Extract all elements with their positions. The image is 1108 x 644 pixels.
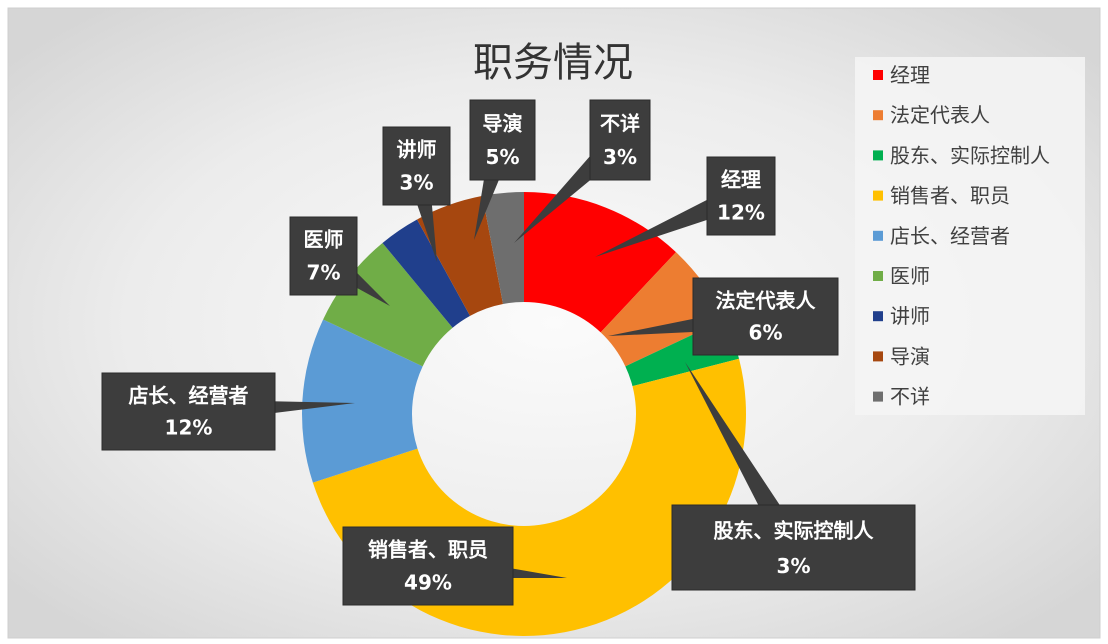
data-label-0: 经理 12% xyxy=(595,156,776,257)
legend-item: 医师 xyxy=(873,264,930,288)
legend-label: 法定代表人 xyxy=(890,103,990,127)
label-unit: % xyxy=(762,321,782,345)
label-unit: % xyxy=(790,554,810,578)
legend-label: 销售者、职员 xyxy=(890,184,1010,208)
data-label-2: 股东、实际控制人 3% xyxy=(671,362,916,591)
chart-title: 职务情况 xyxy=(473,40,633,86)
legend-item: 经理 xyxy=(873,63,930,87)
donut-slice-8 xyxy=(482,192,524,304)
data-label-1: 法定代表人 6% xyxy=(608,277,839,356)
legend-label: 不详 xyxy=(890,385,930,409)
label-percent: 12% xyxy=(165,416,213,440)
legend-marker xyxy=(873,110,883,121)
data-label-6: 讲师 3% xyxy=(382,126,451,262)
donut-slice-7 xyxy=(417,195,504,316)
legend-item: 店长、经营者 xyxy=(873,224,1010,248)
label-value: 3 xyxy=(777,554,791,578)
label-unit: % xyxy=(192,416,212,440)
label-category: 股东、实际控制人 xyxy=(714,518,875,542)
label-unit: % xyxy=(617,145,637,169)
data-label-5: 医师 7% xyxy=(289,216,390,306)
label-unit: % xyxy=(320,260,340,284)
data-label-3: 销售者、职员 49% xyxy=(342,526,567,606)
data-labels: 经理 12% 法定代表人 6% 股东、实际控制人 3% 销售者、职员 49% 店长、经营者 12%… xyxy=(101,99,916,606)
label-category: 导演 xyxy=(483,111,523,135)
legend-marker xyxy=(873,271,883,281)
label-percent: 3% xyxy=(777,554,811,578)
label-value: 7 xyxy=(307,260,321,284)
label-unit: % xyxy=(499,145,519,169)
label-box xyxy=(589,99,651,181)
legend-item: 股东、实际控制人 xyxy=(873,143,1050,167)
legend-item: 法定代表人 xyxy=(873,103,990,127)
label-percent: 3% xyxy=(603,145,637,169)
data-label-4: 店长、经营者 12% xyxy=(101,372,355,451)
legend-label: 导演 xyxy=(890,344,930,368)
legend-marker xyxy=(873,150,883,161)
label-percent: 49% xyxy=(404,570,452,594)
label-box xyxy=(706,156,776,236)
label-unit: % xyxy=(432,570,452,594)
label-category: 店长、经营者 xyxy=(129,383,249,407)
donut-slice-4 xyxy=(302,319,423,483)
legend-item: 讲师 xyxy=(873,304,930,328)
legend-box xyxy=(855,57,1085,415)
label-category: 讲师 xyxy=(397,138,437,162)
label-box xyxy=(382,126,451,206)
label-value: 5 xyxy=(486,145,500,169)
label-category: 法定代表人 xyxy=(716,288,817,312)
label-category: 不详 xyxy=(600,111,640,135)
label-box xyxy=(469,99,536,181)
label-percent: 5% xyxy=(486,145,520,169)
donut-slice-0 xyxy=(524,192,676,333)
label-percent: 6% xyxy=(749,321,783,345)
label-box xyxy=(101,372,276,451)
label-value: 49 xyxy=(404,570,432,594)
donut-slices xyxy=(302,192,746,636)
label-value: 12 xyxy=(165,416,193,440)
label-percent: 3% xyxy=(400,170,434,194)
legend-marker xyxy=(873,190,883,201)
label-box xyxy=(342,526,514,606)
legend-marker xyxy=(873,311,883,322)
legend-marker xyxy=(873,230,883,241)
data-label-7: 导演 5% xyxy=(469,99,536,240)
label-percent: 12% xyxy=(717,200,765,224)
label-unit: % xyxy=(745,200,765,224)
label-category: 销售者、职员 xyxy=(368,538,488,562)
legend-label: 店长、经营者 xyxy=(890,224,1010,248)
label-value: 3 xyxy=(603,145,617,169)
label-category: 经理 xyxy=(721,168,761,192)
label-box xyxy=(289,216,358,296)
donut-slice-6 xyxy=(382,219,471,328)
label-value: 3 xyxy=(400,170,414,194)
legend-label: 讲师 xyxy=(890,304,930,328)
legend-label: 经理 xyxy=(890,63,930,87)
legend-item: 导演 xyxy=(873,344,930,368)
label-unit: % xyxy=(413,170,433,194)
label-value: 12 xyxy=(717,200,745,224)
legend-label: 股东、实际控制人 xyxy=(890,143,1050,167)
legend-marker xyxy=(873,391,883,402)
legend-marker xyxy=(873,351,883,362)
label-category: 医师 xyxy=(304,228,344,252)
legend-marker xyxy=(873,70,883,80)
label-box xyxy=(692,277,839,356)
data-label-8: 不详 3% xyxy=(514,99,651,243)
label-value: 6 xyxy=(749,321,763,345)
label-box xyxy=(671,504,916,591)
legend-item: 销售者、职员 xyxy=(873,184,1010,208)
legend-label: 医师 xyxy=(890,264,930,288)
label-percent: 7% xyxy=(307,260,341,284)
legend-item: 不详 xyxy=(873,385,930,409)
